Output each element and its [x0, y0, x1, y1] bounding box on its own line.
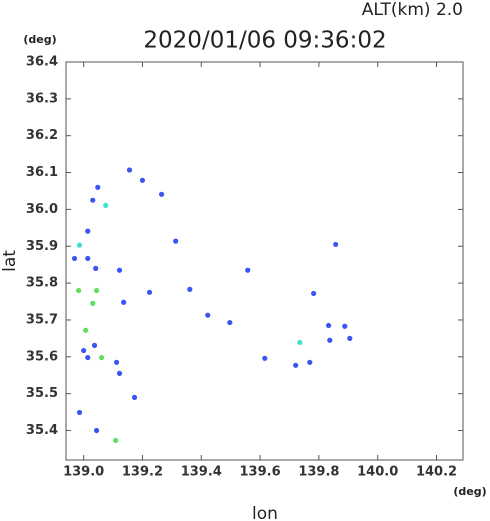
echo-point	[93, 287, 100, 294]
y-tick-label: 35.6	[26, 349, 58, 364]
echo-point	[116, 267, 123, 273]
echo-point	[95, 184, 101, 190]
plot-frame	[65, 61, 464, 461]
echo-point	[347, 335, 353, 341]
y-tick-label: 36.4	[26, 55, 58, 70]
y-axis-label: lat	[0, 250, 20, 272]
echo-point	[139, 177, 146, 183]
echo-point	[293, 362, 299, 368]
echo-point	[113, 359, 120, 365]
echo-point	[146, 289, 153, 295]
chart-title: 2020/01/06 09:36:02	[143, 28, 386, 54]
x-tick-label: 140.0	[357, 465, 398, 480]
echo-point	[297, 339, 303, 346]
y-tick-label: 36.2	[26, 128, 58, 143]
x-tick-label: 139.8	[298, 465, 339, 480]
echo-point	[81, 347, 87, 354]
y-tick-label: 36.0	[26, 202, 58, 217]
echo-point	[311, 290, 317, 297]
altitude-label: ALT(km) 2.0	[362, 0, 463, 20]
x-axis-label: lon	[252, 504, 278, 521]
echo-point	[173, 238, 179, 244]
echo-point	[158, 191, 165, 197]
echo-point	[76, 409, 83, 416]
echo-point	[205, 312, 211, 318]
echo-point	[131, 394, 138, 400]
echo-point	[126, 167, 133, 173]
y-tick-label: 35.8	[26, 276, 58, 291]
echo-point	[90, 197, 96, 203]
y-tick-label: 35.5	[26, 386, 58, 401]
echo-point	[85, 255, 91, 262]
x-tick-label: 139.2	[122, 465, 163, 480]
echo-point	[307, 359, 313, 365]
echo-point	[116, 370, 123, 376]
y-unit: (deg)	[23, 33, 56, 46]
y-tick-label: 36.3	[26, 91, 58, 106]
echo-point	[71, 255, 78, 262]
echo-point	[326, 322, 332, 329]
x-tick-label: 139.0	[63, 465, 104, 480]
echo-point	[85, 354, 91, 361]
y-tick-label: 35.9	[26, 239, 58, 254]
y-tick-label: 35.4	[26, 423, 58, 438]
y-tick-label: 35.7	[26, 312, 58, 327]
echo-point	[245, 267, 251, 273]
echo-point	[262, 355, 268, 361]
echo-point	[121, 299, 127, 305]
x-tick-label: 140.2	[416, 465, 457, 480]
echo-point	[187, 286, 193, 292]
echo-point	[83, 327, 89, 333]
echo-point	[342, 323, 348, 329]
x-tick-label: 139.4	[181, 465, 222, 480]
echo-point	[113, 437, 119, 444]
echo-point	[91, 342, 98, 348]
echo-point	[98, 354, 105, 361]
echo-point	[90, 300, 96, 306]
echo-point	[76, 287, 82, 294]
x-tick-label: 139.6	[240, 465, 281, 480]
echo-point	[76, 242, 83, 248]
y-tick-label: 36.1	[26, 165, 58, 180]
echo-point	[85, 228, 91, 234]
echo-point	[103, 202, 109, 208]
x-unit: (deg)	[453, 485, 486, 498]
echo-point	[93, 427, 100, 434]
echo-point	[93, 265, 99, 271]
echo-point	[333, 241, 339, 248]
echo-point	[227, 319, 233, 326]
echo-point	[327, 337, 333, 343]
